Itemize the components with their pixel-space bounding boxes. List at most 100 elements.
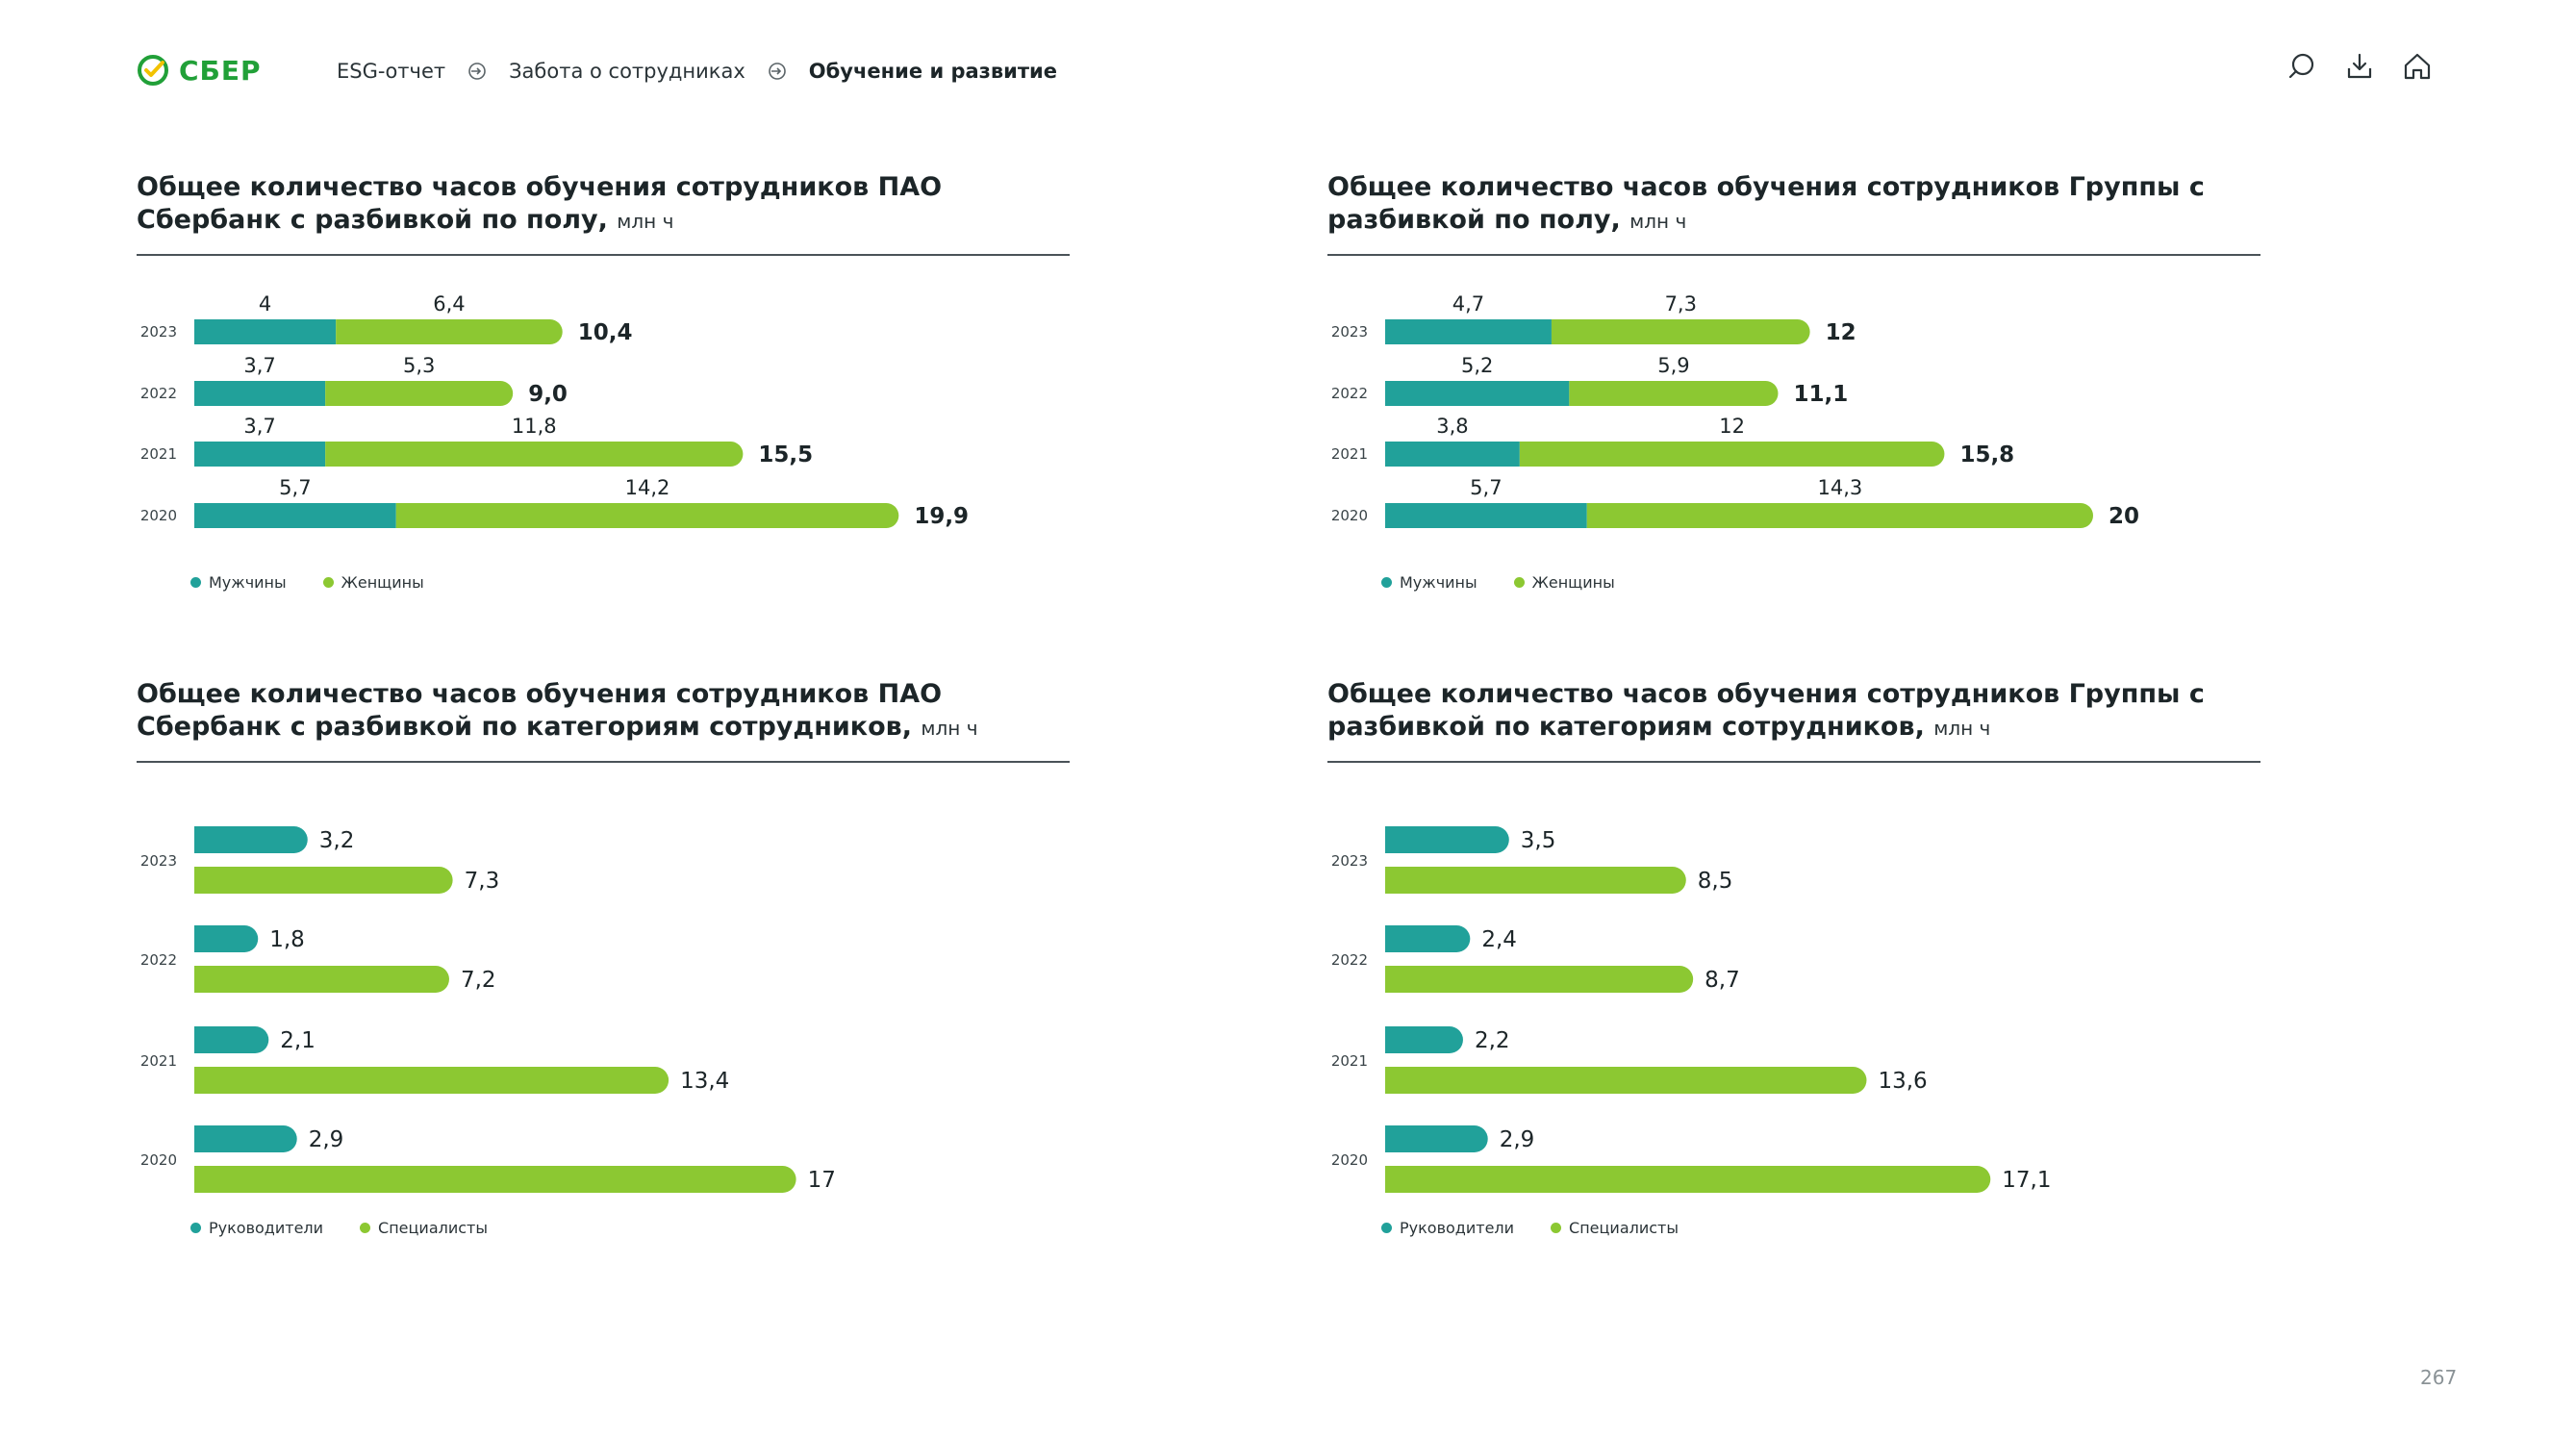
chart-title: Общее количество часов обучения сотрудни…: [137, 172, 943, 235]
segment-value-label: 6,4: [433, 292, 465, 316]
bar-segment-men: [1385, 503, 1587, 528]
bar-segment-women: [395, 503, 899, 528]
chart-plot: 2023 3,2 7,3 2022 1,8 7,2 2021 2,1 13,4 2020 2,9 17: [140, 826, 836, 1193]
legend-dot: [1381, 577, 1392, 588]
title-divider: [1327, 254, 2260, 256]
year-label: 2022: [140, 951, 177, 969]
year-label: 2022: [140, 385, 177, 402]
year-label: 2020: [140, 1151, 177, 1169]
title-divider: [1327, 761, 2260, 763]
bar-segment-women: [325, 381, 514, 406]
legend-dot: [190, 1223, 201, 1233]
bar-managers: [194, 1026, 269, 1053]
segment-value-label: 3,7: [243, 415, 275, 438]
total-value-label: 15,8: [1959, 442, 2014, 467]
year-label: 2020: [1331, 1151, 1368, 1169]
total-value-label: 20: [2109, 504, 2139, 529]
breadcrumb: ESG-отчет Забота о сотрудниках Обучение …: [337, 60, 1057, 83]
bar-specialists: [1385, 1067, 1867, 1094]
sber-logo[interactable]: СБЕР: [137, 54, 262, 87]
year-label: 2020: [1331, 507, 1368, 524]
legend: Руководители Специалисты: [1381, 1219, 1679, 1237]
bar-value-label: 2,9: [309, 1127, 344, 1152]
bar-specialists: [1385, 867, 1686, 894]
bar-segment-men: [194, 381, 326, 406]
chart-title: Общее количество часов обучения сотрудни…: [137, 679, 978, 742]
legend-dot: [1551, 1223, 1562, 1233]
total-value-label: 19,9: [914, 504, 969, 529]
bar-managers: [194, 1125, 297, 1152]
chart-title: Общее количество часов обучения сотрудни…: [1327, 172, 2205, 235]
segment-value-label: 5,7: [1470, 476, 1502, 499]
bar-managers: [1385, 1026, 1463, 1053]
chart-title: Общее количество часов обучения сотрудни…: [1327, 679, 2205, 742]
title-divider: [137, 761, 1070, 763]
total-value-label: 12: [1826, 320, 1856, 345]
bar-segment-men: [1385, 442, 1520, 467]
legend: Руководители Специалисты: [190, 1219, 488, 1237]
segment-value-label: 14,3: [1817, 476, 1862, 499]
toolbar: [2286, 50, 2434, 83]
chart-group-by-gender: Общее количество часов обучения сотрудни…: [1327, 171, 2270, 768]
home-icon[interactable]: [2401, 50, 2434, 83]
bar-value-label: 3,5: [1521, 828, 1556, 853]
bar-segment-men: [194, 319, 337, 344]
legend-item-men: Мужчины: [190, 573, 287, 592]
year-label: 2021: [1331, 445, 1368, 463]
legend-dot: [190, 577, 201, 588]
legend-item-women: Женщины: [322, 573, 424, 592]
segment-value-label: 5,7: [279, 476, 311, 499]
legend: Мужчины Женщины: [1381, 573, 1615, 592]
bar-value-label: 2,4: [1481, 927, 1517, 952]
total-value-label: 9,0: [528, 382, 568, 407]
bar-value-label: 17: [808, 1168, 836, 1193]
logo-text: СБЕР: [179, 54, 262, 87]
bar-segment-women: [1551, 319, 1810, 344]
bar-value-label: 8,7: [1705, 968, 1740, 993]
segment-value-label: 4,7: [1452, 292, 1484, 316]
bar-managers: [1385, 925, 1471, 952]
chart-plot: 2023 4 6,4 10,4 2022 3,7 5,3 9,0 2021 3,7 11,8 15,5…: [140, 292, 969, 529]
bar-managers: [1385, 1125, 1488, 1152]
search-icon[interactable]: [2286, 50, 2318, 83]
segment-value-label: 7,3: [1665, 292, 1697, 316]
year-label: 2022: [1331, 951, 1368, 969]
total-value-label: 10,4: [578, 320, 633, 345]
bar-specialists: [194, 867, 453, 894]
chart-sberbank-by-gender: Общее количество часов обучения сотрудни…: [137, 171, 1079, 768]
year-label: 2023: [140, 852, 177, 870]
breadcrumb-training[interactable]: Обучение и развитие: [808, 60, 1058, 83]
bar-value-label: 3,2: [319, 828, 355, 853]
breadcrumb-employee-care[interactable]: Забота о сотрудниках: [509, 60, 745, 83]
chart-sberbank-by-category: Общее количество часов обучения сотрудни…: [137, 678, 1079, 1275]
bar-value-label: 7,3: [465, 869, 500, 894]
chart-plot: 2023 3,5 8,5 2022 2,4 8,7 2021 2,2 13,6 2020 2,9 17…: [1331, 826, 2051, 1193]
year-label: 2023: [140, 323, 177, 341]
bar-managers: [194, 925, 259, 952]
bar-managers: [1385, 826, 1509, 853]
page-number: 267: [2420, 1366, 2458, 1389]
bar-specialists: [194, 1067, 669, 1094]
segment-value-label: 5,3: [403, 354, 435, 377]
bar-segment-men: [194, 442, 326, 467]
breadcrumb-arrow-icon: [468, 63, 486, 80]
legend: Мужчины Женщины: [190, 573, 424, 592]
legend-item-managers: Руководители: [1381, 1219, 1514, 1237]
bar-segment-women: [1519, 442, 1945, 467]
download-icon[interactable]: [2343, 50, 2376, 83]
sber-logo-icon: [138, 55, 168, 86]
bar-value-label: 8,5: [1698, 869, 1733, 894]
segment-value-label: 5,2: [1461, 354, 1493, 377]
year-label: 2020: [140, 507, 177, 524]
legend-item-specialists: Специалисты: [1551, 1219, 1679, 1237]
bar-segment-women: [1569, 381, 1779, 406]
segment-value-label: 3,8: [1436, 415, 1468, 438]
chart-plot: 2023 4,7 7,3 12 2022 5,2 5,9 11,1 2021 3,8 12 15,8 2…: [1331, 292, 2139, 529]
year-label: 2021: [1331, 1052, 1368, 1070]
header: СБЕР ESG-отчет Забота о сотрудниках Обуч…: [0, 0, 2576, 144]
breadcrumb-esg-report[interactable]: ESG-отчет: [337, 60, 446, 83]
legend-dot: [360, 1223, 371, 1233]
bar-value-label: 2,1: [280, 1028, 316, 1053]
chart-group-by-category: Общее количество часов обучения сотрудни…: [1327, 678, 2270, 1275]
year-label: 2021: [140, 445, 177, 463]
